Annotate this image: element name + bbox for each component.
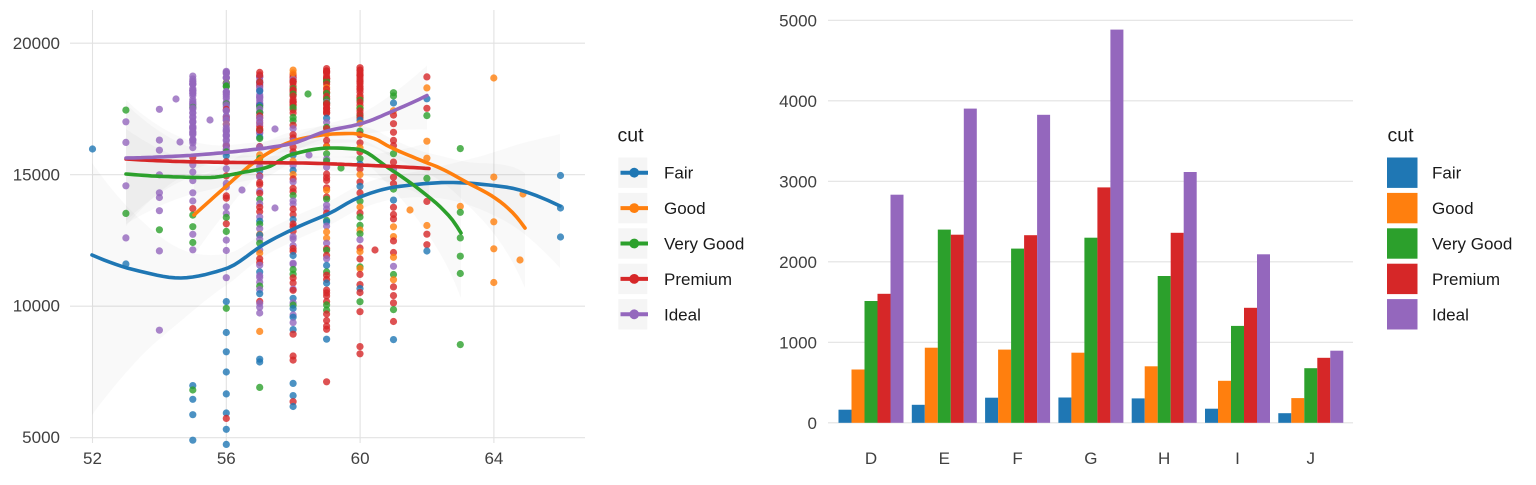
svg-text:5000: 5000 [779,11,817,30]
svg-text:Very Good: Very Good [1432,235,1512,254]
svg-text:I: I [1235,449,1240,468]
svg-text:3000: 3000 [779,172,817,191]
svg-text:cut: cut [618,125,645,147]
svg-text:4000: 4000 [779,92,817,111]
svg-text:20000: 20000 [13,34,60,53]
svg-text:Premium: Premium [664,270,732,289]
svg-text:56: 56 [217,449,236,468]
svg-text:Fair: Fair [664,164,694,183]
svg-text:5000: 5000 [22,428,60,447]
svg-text:Ideal: Ideal [1432,305,1469,324]
svg-text:H: H [1158,449,1170,468]
svg-text:F: F [1012,449,1022,468]
svg-text:60: 60 [351,449,370,468]
svg-text:D: D [865,449,877,468]
svg-text:52: 52 [83,449,102,468]
svg-text:Fair: Fair [1432,164,1462,183]
svg-text:1000: 1000 [779,333,817,352]
svg-text:E: E [939,449,950,468]
svg-text:Ideal: Ideal [664,305,701,324]
svg-text:15000: 15000 [13,165,60,184]
svg-text:G: G [1084,449,1097,468]
svg-text:0: 0 [808,414,817,433]
svg-text:J: J [1307,449,1316,468]
svg-text:Very Good: Very Good [664,235,744,254]
svg-text:Good: Good [1432,199,1474,218]
svg-text:10000: 10000 [13,297,60,316]
svg-text:Premium: Premium [1432,270,1500,289]
svg-text:2000: 2000 [779,253,817,272]
svg-text:cut: cut [1388,125,1415,147]
svg-text:64: 64 [484,449,503,468]
svg-text:Good: Good [664,199,706,218]
